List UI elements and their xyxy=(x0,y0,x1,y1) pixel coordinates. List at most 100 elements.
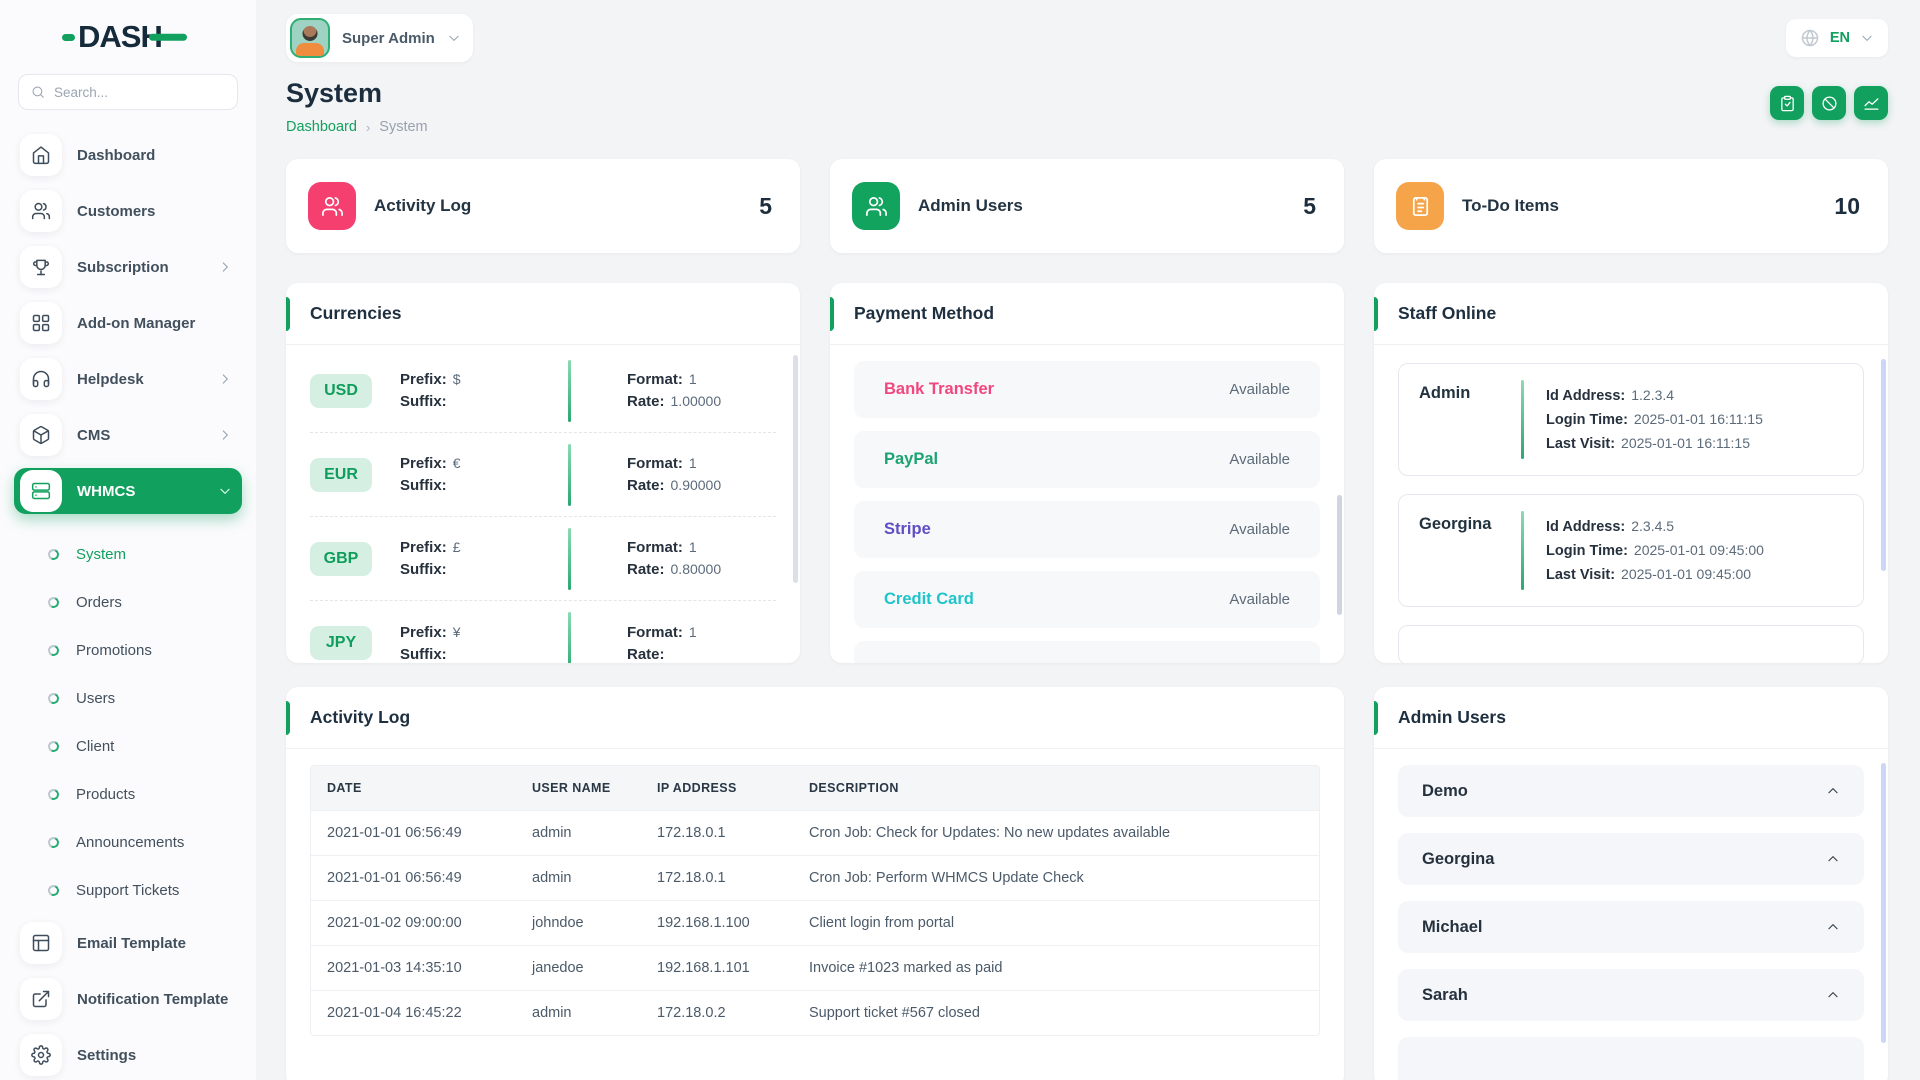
chevron-down-icon xyxy=(218,484,232,498)
currencies-list: USD Prefix: $ Suffix: Format: 1 Rate: 1.000… xyxy=(286,345,800,663)
payment-method-list: Bank Transfer Available PayPal Available… xyxy=(830,345,1344,663)
globe-icon xyxy=(1800,28,1820,48)
currency-code-badge: USD xyxy=(310,373,372,408)
payment-method-row[interactable]: Stripe Available xyxy=(854,501,1320,558)
clipboard-check-button[interactable] xyxy=(1770,86,1804,120)
chevron-down-icon xyxy=(447,31,461,45)
activity-log-table: DATE USER NAME IP ADDRESS DESCRIPTION 20… xyxy=(310,765,1320,1036)
sidebar-subitem-promotions[interactable]: Promotions xyxy=(46,626,242,674)
users-icon xyxy=(865,195,888,218)
scrollbar[interactable] xyxy=(793,355,798,583)
accordion-row-sarah[interactable]: Sarah xyxy=(1398,969,1864,1021)
card-title: Admin Users xyxy=(1398,707,1506,727)
sidebar-item-label: Helpdesk xyxy=(77,370,144,388)
sidebar-subitem-support-tickets[interactable]: Support Tickets xyxy=(46,866,242,914)
status-label: Available xyxy=(1229,521,1290,538)
column-header: DATE xyxy=(311,766,516,811)
payment-method-row[interactable]: Credit Card Available xyxy=(854,571,1320,628)
language-selector[interactable]: EN xyxy=(1785,19,1888,57)
sidebar-subitem-announcements[interactable]: Announcements xyxy=(46,818,242,866)
currencies-card: Currencies USD Prefix: $ Suffix: Format: 1… xyxy=(286,283,800,663)
clipboard-check-icon xyxy=(1779,95,1796,112)
table-row[interactable]: 2021-01-02 09:00:00 johndoe 192.168.1.100 C… xyxy=(311,900,1319,946)
currency-row: GBP Prefix: £ Suffix: Format: 1 Rate: 0.800… xyxy=(310,517,776,601)
sidebar-item-notification-template[interactable]: Notification Template xyxy=(14,976,242,1022)
accordion-row-georgina[interactable]: Georgina xyxy=(1398,833,1864,885)
stat-card-admin-users[interactable]: Admin Users 5 xyxy=(830,159,1344,253)
search-input[interactable] xyxy=(54,84,225,100)
sidebar-item-addon-manager[interactable]: Add-on Manager xyxy=(14,300,242,346)
sidebar: DASH Dashboard Customers Subscription Ad… xyxy=(0,0,256,1080)
chevron-down-icon xyxy=(1860,31,1874,45)
sidebar-item-settings[interactable]: Settings xyxy=(14,1032,242,1078)
card-title: Staff Online xyxy=(1398,303,1497,323)
main-content: Super Admin EN System Dashboard › System xyxy=(256,0,1920,1080)
table-row[interactable]: 2021-01-03 14:35:10 janedoe 192.168.1.101 I… xyxy=(311,945,1319,991)
topbar: Super Admin EN xyxy=(286,14,1888,62)
stat-card-todo-items[interactable]: To-Do Items 10 xyxy=(1374,159,1888,253)
column-header: DESCRIPTION xyxy=(793,766,1319,811)
payment-method-row[interactable]: PayPal Available xyxy=(854,431,1320,488)
scrollbar[interactable] xyxy=(1337,495,1342,615)
bullet-icon xyxy=(46,834,61,850)
sidebar-subitem-client[interactable]: Client xyxy=(46,722,242,770)
cube-icon xyxy=(31,425,51,445)
currency-code-badge: EUR xyxy=(310,457,372,492)
sidebar-item-label: Add-on Manager xyxy=(77,314,196,332)
sidebar-item-email-template[interactable]: Email Template xyxy=(14,920,242,966)
accordion-row-michael[interactable]: Michael xyxy=(1398,901,1864,953)
bullet-icon xyxy=(46,882,61,898)
sidebar-item-cms[interactable]: CMS xyxy=(14,412,242,458)
status-label: Available xyxy=(1229,381,1290,398)
ban-button[interactable] xyxy=(1812,86,1846,120)
divider xyxy=(568,612,571,663)
payment-method-row[interactable]: Bank Transfer Available xyxy=(854,361,1320,418)
logo-green-dot xyxy=(62,33,75,41)
chevron-right-icon xyxy=(218,428,232,442)
page-actions xyxy=(1770,86,1888,120)
sidebar-item-customers[interactable]: Customers xyxy=(14,188,242,234)
stat-value: 10 xyxy=(1834,192,1860,219)
breadcrumb-current: System xyxy=(379,119,428,135)
user-name: Super Admin xyxy=(342,29,435,47)
sidebar-subitem-products[interactable]: Products xyxy=(46,770,242,818)
bullet-icon xyxy=(46,594,61,610)
sidebar-item-whmcs[interactable]: WHMCS xyxy=(14,468,242,514)
scrollbar[interactable] xyxy=(1881,763,1886,1043)
breadcrumb-dashboard-link[interactable]: Dashboard xyxy=(286,119,357,135)
currency-row: USD Prefix: $ Suffix: Format: 1 Rate: 1.000… xyxy=(310,349,776,433)
sidebar-item-dashboard[interactable]: Dashboard xyxy=(14,132,242,178)
chevron-up-icon xyxy=(1826,784,1840,798)
chart-icon xyxy=(1863,95,1880,112)
sidebar-subitem-orders[interactable]: Orders xyxy=(46,578,242,626)
bullet-icon xyxy=(46,786,61,802)
app-logo[interactable]: DASH xyxy=(0,0,256,74)
logo-green-dash xyxy=(149,33,188,41)
accordion-row-demo[interactable]: Demo xyxy=(1398,765,1864,817)
sidebar-item-helpdesk[interactable]: Helpdesk xyxy=(14,356,242,402)
divider xyxy=(568,443,571,506)
stat-value: 5 xyxy=(1303,192,1316,219)
user-menu-button[interactable]: Super Admin xyxy=(286,14,473,62)
table-row[interactable]: 2021-01-04 16:45:22 admin 172.18.0.2 Suppor… xyxy=(311,990,1319,1035)
sidebar-subitem-users[interactable]: Users xyxy=(46,674,242,722)
currency-row: EUR Prefix: € Suffix: Format: 1 Rate: 0.900… xyxy=(310,433,776,517)
chart-button[interactable] xyxy=(1854,86,1888,120)
divider xyxy=(568,527,571,590)
users-icon xyxy=(31,201,51,221)
language-code: EN xyxy=(1829,30,1850,46)
stat-card-activity-log[interactable]: Activity Log 5 xyxy=(286,159,800,253)
table-row[interactable]: 2021-01-01 06:56:49 admin 172.18.0.1 Cron J… xyxy=(311,855,1319,901)
table-row[interactable]: 2021-01-01 06:56:49 admin 172.18.0.1 Cron J… xyxy=(311,810,1319,856)
server-icon xyxy=(31,481,51,501)
search-icon xyxy=(31,85,45,99)
todo-list-icon xyxy=(1409,195,1432,218)
sidebar-item-subscription[interactable]: Subscription xyxy=(14,244,242,290)
sidebar-item-label: Dashboard xyxy=(77,146,156,164)
currency-code-badge: JPY xyxy=(310,626,372,660)
sidebar-subitem-system[interactable]: System xyxy=(46,530,242,578)
stat-label: Admin Users xyxy=(918,196,1023,215)
card-title: Activity Log xyxy=(310,707,411,727)
scrollbar[interactable] xyxy=(1881,359,1886,571)
admin-users-list: Demo Georgina Michael Sarah xyxy=(1374,749,1888,1080)
